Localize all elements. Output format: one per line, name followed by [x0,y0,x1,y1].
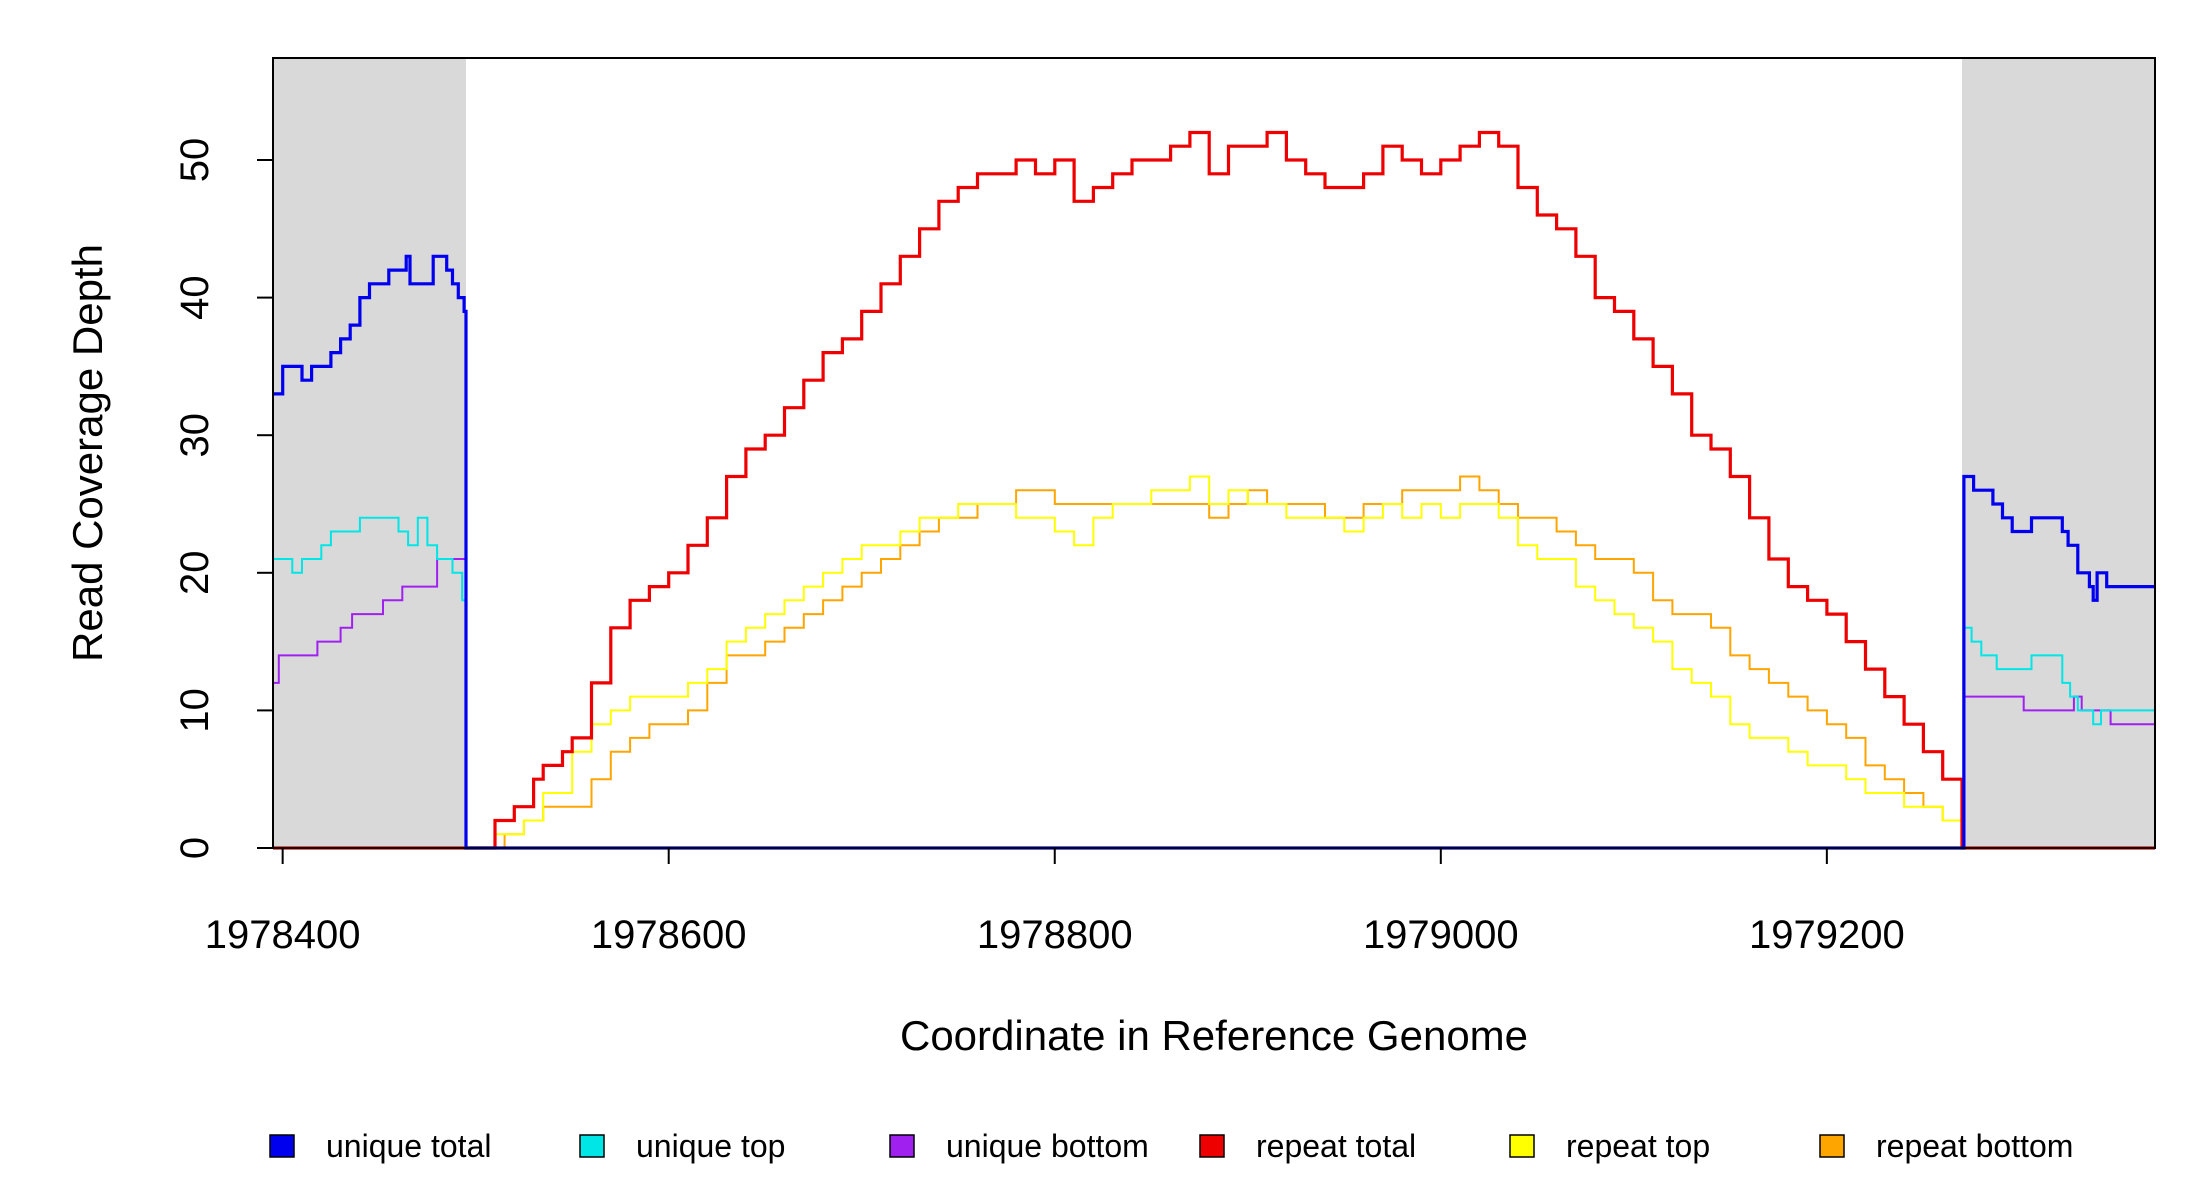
y-tick-label-0: 0 [173,837,217,859]
series-lines [273,130,2155,850]
legend-label-unique-bottom: unique bottom [946,1128,1149,1164]
shaded-region-1 [1961,58,2155,848]
y-axis-title: Read Coverage Depth [64,244,111,662]
shaded-region-0 [273,58,467,848]
legend-label-unique-top: unique top [636,1128,785,1164]
y-tick-label-20: 20 [173,551,217,596]
legend-label-unique-total: unique total [326,1128,491,1164]
x-tick-label-1979200: 1979200 [1749,913,1905,957]
legend-swatch-repeat-bottom [1819,1134,1845,1158]
legend-label-repeat-bottom: repeat bottom [1876,1128,2073,1164]
series-line-unique-total [273,254,2155,850]
y-tick-label-30: 30 [173,413,217,458]
series-line-unique-bottom [273,558,2155,849]
legend-swatch-unique-top [579,1134,605,1158]
x-tick-label-1978600: 1978600 [591,913,747,957]
shaded-regions [273,58,2155,848]
x-axis-title: Coordinate in Reference Genome [900,1012,1528,1059]
legend-label-repeat-total: repeat total [1256,1128,1416,1164]
series-line-repeat-total [273,130,2155,850]
x-tick-label-1978400: 1978400 [205,913,361,957]
y-tick-label-40: 40 [173,275,217,320]
legend: unique total unique top unique bottom repea… [269,1128,2073,1164]
series-line-unique-top [273,516,2155,849]
legend-label-repeat-top: repeat top [1566,1128,1710,1164]
y-tick-label-50: 50 [173,138,217,183]
series-line-repeat-top [273,475,2155,849]
x-tick-label-1979000: 1979000 [1363,913,1519,957]
legend-swatch-unique-bottom [889,1134,915,1158]
plot-frame [272,57,2156,849]
legend-swatch-unique-total [269,1134,295,1158]
axes: 0 10 20 30 40 50 1978400 1978600 1978800 1979000 1… [173,138,1905,957]
legend-swatch-repeat-top [1509,1134,1535,1158]
legend-swatch-repeat-total [1199,1134,1225,1158]
y-tick-label-10: 10 [173,688,217,733]
x-tick-label-1978800: 1978800 [977,913,1133,957]
